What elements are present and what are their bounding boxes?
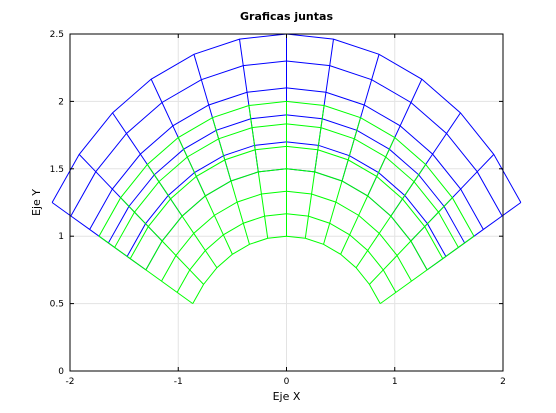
x-axis-label: Eje X xyxy=(273,390,301,403)
plot-area xyxy=(51,33,522,305)
y-tick-label: 2.5 xyxy=(50,30,64,40)
green-mesh-radial-line xyxy=(211,117,250,245)
green-mesh-radial-line xyxy=(355,164,427,269)
y-tick-label: 1.5 xyxy=(50,165,64,175)
green-mesh-radial-line xyxy=(248,105,269,239)
chart-title: Graficas juntas xyxy=(240,10,333,23)
green-mesh-radial-line xyxy=(340,137,396,255)
series-green-mesh xyxy=(98,100,475,305)
y-axis-ticks: 0 0.5 1 1.5 2 2.5 xyxy=(50,30,503,377)
green-mesh-radial-line xyxy=(369,197,453,285)
y-tick-label: 0.5 xyxy=(50,300,64,310)
green-mesh-radial-line xyxy=(177,137,233,255)
green-mesh-radial-line xyxy=(323,117,362,245)
green-mesh-radial-line xyxy=(120,197,204,285)
y-axis-label: Eje Y xyxy=(30,189,43,216)
x-tick-label: 1 xyxy=(392,377,398,387)
green-mesh-radial-line xyxy=(379,235,475,305)
green-mesh-radial-line xyxy=(98,235,194,305)
y-tick-label: 2 xyxy=(58,97,64,107)
x-axis-ticks: -2 -1 0 1 2 xyxy=(66,34,506,387)
green-mesh-radial-line xyxy=(304,105,325,239)
green-mesh-radial-line xyxy=(146,164,218,269)
y-tick-label: 1 xyxy=(58,232,64,242)
x-tick-label: 0 xyxy=(284,377,290,387)
x-tick-label: 2 xyxy=(500,377,506,387)
y-tick-label: 0 xyxy=(58,367,64,377)
x-tick-label: -2 xyxy=(66,377,75,387)
x-tick-label: -1 xyxy=(174,377,183,387)
